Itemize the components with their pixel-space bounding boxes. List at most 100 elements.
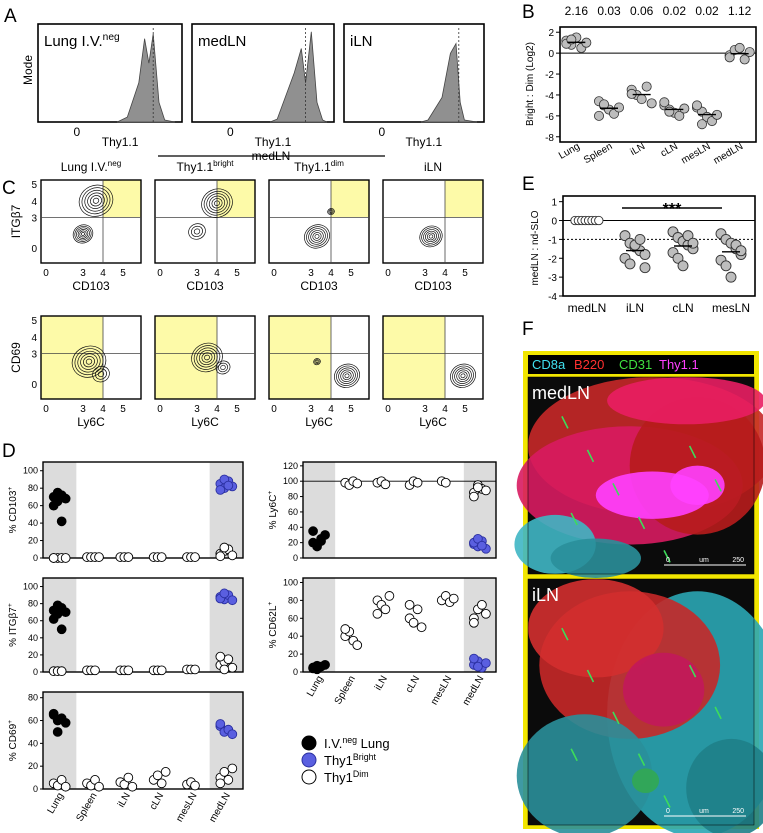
panel-d-point xyxy=(48,614,59,624)
panel-e-point xyxy=(677,260,689,272)
panel-e-ytick-label: 1 xyxy=(551,198,557,209)
histogram-peak-0 xyxy=(117,33,175,123)
panel-d-point xyxy=(219,588,230,599)
panel-d-point xyxy=(227,595,238,606)
panel-e-point xyxy=(682,230,694,242)
contour-ring xyxy=(421,227,441,246)
panel-d-plot-CD62L: 0 20 40 60 80 100 % CD62L+ Lung Spleen iLN cLN mesL… xyxy=(267,577,497,707)
panel-b-category-label: mesLN xyxy=(680,141,713,166)
panel-b-point xyxy=(659,97,670,108)
tissue-region xyxy=(631,768,660,794)
panel-d-category-label: mesLN xyxy=(429,674,454,707)
contour-ring xyxy=(76,227,90,241)
contour-ring xyxy=(78,184,114,217)
contour-ring xyxy=(204,354,210,361)
panel-d-point xyxy=(412,477,423,488)
panel-d-point xyxy=(372,608,383,619)
panel-d-point xyxy=(152,770,163,781)
contour-xtick-label: 4 xyxy=(214,404,220,415)
tissue-region xyxy=(670,465,725,506)
panel-d-point xyxy=(215,485,226,495)
panel-d-category-label: Spleen xyxy=(75,791,100,823)
panel-d-ytick-label: 20 xyxy=(28,650,38,660)
contour-ring xyxy=(460,373,466,379)
contour-ring xyxy=(334,363,360,388)
contour-xtick-label: 5 xyxy=(120,268,126,279)
panel-b-ratio-label: 1.12 xyxy=(728,4,752,18)
panel-d-ytick-label: 40 xyxy=(28,518,38,528)
vessel-mark xyxy=(688,664,697,678)
contour-gate-quadrant xyxy=(41,316,103,399)
panel-d-ytick-label: 0 xyxy=(33,784,38,794)
vessel-mark xyxy=(663,795,671,808)
panel-d-ylabel-sup: + xyxy=(267,602,274,606)
contour-frame xyxy=(382,179,484,264)
contour-ytick-label: 0 xyxy=(31,380,37,391)
scale-bar-start: 0 xyxy=(666,808,670,815)
contour-xtick-label: 5 xyxy=(234,404,240,415)
panel-d-ylabel-base: % ITGβ7 xyxy=(8,607,19,647)
contour-ytick-label: 4 xyxy=(31,197,37,208)
panel-d-point xyxy=(223,480,234,491)
panel-b-ratio-label: 0.02 xyxy=(663,4,687,18)
panel-b-category-label: Lung xyxy=(557,141,582,162)
panel-d-ytick-label: 80 xyxy=(28,483,38,493)
panel-d-point xyxy=(90,665,100,676)
contour-ytick-label: 4 xyxy=(31,333,37,344)
panel-d-point xyxy=(352,640,363,650)
panel-e-point xyxy=(619,230,631,242)
panel-c-column-title-0: Lung I.V.neg xyxy=(61,159,122,174)
contour-ring xyxy=(81,232,85,236)
panel-d-point xyxy=(56,666,67,676)
contour-xtick-label: 4 xyxy=(442,268,448,279)
panel-b-point xyxy=(679,103,690,114)
histogram-xtick-0-2: 0 xyxy=(378,125,385,139)
vessel-mark xyxy=(586,669,595,683)
contour-ring xyxy=(208,195,226,211)
contour-frame xyxy=(268,179,370,264)
panel-d-point xyxy=(352,478,363,489)
panel-d-ytick-label: 60 xyxy=(28,716,38,726)
contour-ring xyxy=(191,342,223,373)
panel-d-point xyxy=(223,775,234,785)
panel-d-point xyxy=(227,662,238,673)
panel-d-point xyxy=(477,540,487,551)
panel-d-ylabel: % CD103+ xyxy=(7,487,19,534)
panel-b-point xyxy=(739,54,750,65)
panel-d-plot-ITGb7: 0 20 40 60 80 100 % ITGβ7+ xyxy=(7,577,244,677)
contour-xtick-label: 0 xyxy=(385,404,391,415)
panel-d-point xyxy=(127,781,138,792)
contour-xtick-label: 4 xyxy=(100,268,106,279)
contour-ring xyxy=(458,371,468,381)
panel-letter-e: E xyxy=(522,174,535,195)
panel-d-ylabel: % CD62L+ xyxy=(267,602,279,649)
contour-xtick-label: 5 xyxy=(348,404,354,415)
panel-d-ylabel-base: % Ly6C xyxy=(268,495,279,530)
panel-b-ytick-label: 0 xyxy=(548,49,554,60)
contour-ring xyxy=(329,210,333,213)
contour-xlabel: CD103 xyxy=(72,279,110,293)
panel-d-point xyxy=(123,772,134,783)
contour-plot-r0-c2: 0 3 4 5 CD103 xyxy=(268,179,370,293)
panel-d-point xyxy=(160,767,171,777)
panel-d-point xyxy=(384,591,395,601)
panel-d-point xyxy=(215,551,226,562)
panel-d-ytick-label: 0 xyxy=(293,553,298,563)
contour-ytick-label: 3 xyxy=(31,213,37,224)
contour-ring xyxy=(314,234,320,239)
panel-d-point xyxy=(190,552,200,562)
contour-ring xyxy=(452,365,474,386)
channel-bar xyxy=(528,355,754,374)
panel-d-point xyxy=(60,607,71,618)
panel-e-point xyxy=(634,233,646,245)
channel-label-1: B220 xyxy=(574,357,604,372)
contour-ring xyxy=(450,363,476,388)
contour-plot-r0-c1: 0 3 4 5 CD103 xyxy=(154,179,256,293)
channel-label-3: Thy1.1 xyxy=(659,357,699,372)
panel-d-ylabel-base: % CD62L xyxy=(268,605,279,648)
scale-bar-end: 250 xyxy=(732,808,744,815)
contour-xtick-label: 3 xyxy=(194,404,200,415)
panel-d-point xyxy=(227,729,238,740)
panel-d-band-medln xyxy=(463,578,496,672)
